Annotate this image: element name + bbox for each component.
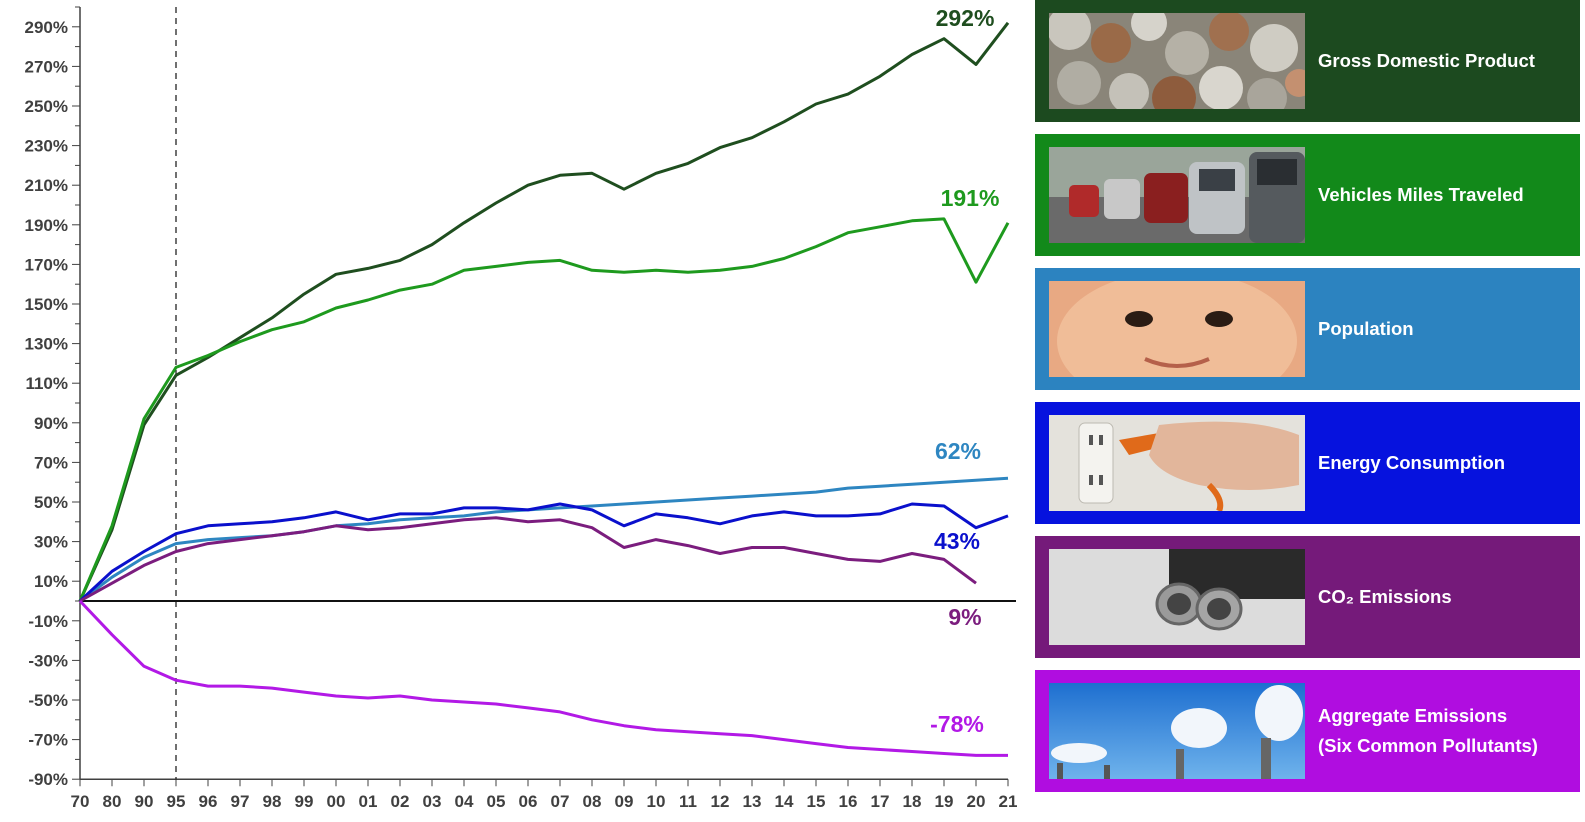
x-tick-label: 18 (903, 792, 922, 811)
x-tick-label: 05 (487, 792, 506, 811)
traffic-photo (1049, 147, 1305, 243)
series-line-gdp (78, 21, 1010, 602)
y-tick-label: 10% (34, 572, 68, 591)
x-tick-label: 17 (871, 792, 890, 811)
y-tick-label: 90% (34, 414, 68, 433)
end-label-co2: 9% (948, 604, 981, 630)
end-label-gdp: 292% (936, 5, 995, 31)
smokestacks-photo (1049, 683, 1305, 779)
x-tick-label: 95 (167, 792, 186, 811)
series-line-co2 (79, 516, 977, 603)
x-tick-label: 98 (263, 792, 282, 811)
x-tick-label: 08 (583, 792, 602, 811)
legend-panels: Gross Domestic Product Vehicles Miles Tr… (1035, 0, 1585, 822)
legend-label-energy: Energy Consumption (1318, 452, 1506, 473)
x-tick-label: 97 (231, 792, 250, 811)
y-tick-label: 250% (25, 97, 68, 116)
y-tick-label: 170% (25, 255, 68, 274)
series-line-vmt (78, 217, 1010, 602)
series-group (78, 21, 1010, 757)
y-tick-label: 130% (25, 335, 68, 354)
y-tick-label: 150% (25, 295, 68, 314)
y-tick-label: 230% (25, 137, 68, 156)
x-tick-label: 96 (199, 792, 218, 811)
end-label-energy: 43% (934, 528, 980, 554)
end-labels-group: 292% 191% 62% 43% 9% -78% (930, 5, 999, 737)
baby-face-photo (1049, 281, 1305, 377)
y-tick-label: -50% (28, 691, 68, 710)
y-tick-label: 290% (25, 18, 68, 37)
x-tick-label: 90 (135, 792, 154, 811)
x-tick-label: 21 (999, 792, 1018, 811)
legend-panel-co2: CO₂ Emissions (1035, 536, 1580, 658)
x-tick-label: 03 (423, 792, 442, 811)
legend-panel-aggregate: Aggregate Emissions (Six Common Pollutan… (1035, 670, 1580, 792)
legend-label-vmt: Vehicles Miles Traveled (1318, 184, 1524, 205)
emissions-growth-chart: -90% -70% -50% -30% -10% 10% 30% 50% 70% 90% 110% 1… (25, 5, 1018, 811)
series-line-population (79, 476, 1009, 603)
x-tick-label: 10 (647, 792, 666, 811)
series-line-energy (78, 502, 1009, 603)
x-tick-label: 09 (615, 792, 634, 811)
x-tick-label: 80 (103, 792, 122, 811)
x-tick-label: 12 (711, 792, 730, 811)
x-tick-label: 02 (391, 792, 410, 811)
legend-panel-gdp: Gross Domestic Product (1035, 0, 1580, 122)
end-label-vmt: 191% (941, 185, 1000, 211)
exhaust-pipe-photo (1049, 549, 1305, 645)
x-tick-label: 06 (519, 792, 538, 811)
x-tick-label: 15 (807, 792, 826, 811)
x-tick-label: 14 (775, 792, 794, 811)
legend-label-aggregate: Aggregate Emissions (Six Common Pollutan… (1318, 705, 1538, 756)
x-tick-label: 13 (743, 792, 762, 811)
end-label-aggregate: -78% (930, 711, 984, 737)
end-label-population: 62% (935, 438, 981, 464)
y-tick-label: -10% (28, 612, 68, 631)
x-tick-label: 19 (935, 792, 954, 811)
legend-panel-energy: Energy Consumption (1035, 402, 1580, 524)
coins-photo (1049, 13, 1305, 109)
y-tick-label: -90% (28, 770, 68, 789)
x-tick-label: 99 (295, 792, 314, 811)
y-tick-label: 50% (34, 493, 68, 512)
x-tick-label: 20 (967, 792, 986, 811)
y-tick-label: 110% (25, 374, 68, 393)
y-tick-label: -30% (28, 651, 68, 670)
x-tick-label: 01 (359, 792, 378, 811)
x-tick-label: 11 (679, 792, 697, 811)
x-tick-label: 00 (327, 792, 346, 811)
y-tick-label: 190% (25, 216, 68, 235)
series-line-aggregate (78, 599, 1008, 757)
y-tick-label: 210% (25, 176, 68, 195)
chart-axes: -90% -70% -50% -30% -10% 10% 30% 50% 70% 90% 110% 1… (25, 6, 1018, 811)
y-tick-label: -70% (28, 731, 68, 750)
legend-label-co2: CO₂ Emissions (1318, 586, 1452, 607)
legend-label-population: Population (1318, 318, 1414, 339)
legend-label-gdp: Gross Domestic Product (1318, 50, 1535, 71)
legend-panel-vmt: Vehicles Miles Traveled (1035, 134, 1580, 256)
y-tick-label: 70% (34, 453, 68, 472)
x-tick-label: 04 (455, 792, 474, 811)
y-tick-label: 270% (25, 57, 68, 76)
legend-panel-population: Population (1035, 268, 1580, 390)
x-tick-label: 70 (71, 792, 90, 811)
plug-socket-photo (1049, 415, 1305, 511)
y-tick-label: 30% (34, 533, 68, 552)
x-tick-label: 07 (551, 792, 570, 811)
x-tick-label: 16 (839, 792, 858, 811)
